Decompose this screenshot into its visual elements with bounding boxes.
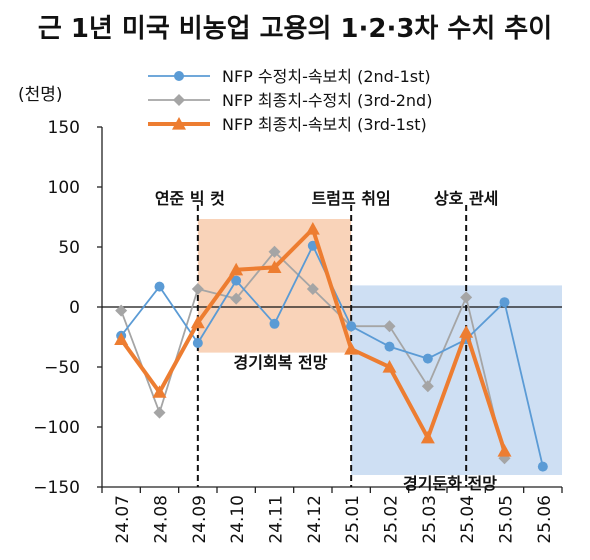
legend-label-3: NFP 최종치-속보치 (3rd-1st) (222, 115, 427, 134)
recovery-band (197, 219, 352, 353)
y-tick-label: 100 (48, 178, 80, 198)
data-point-triangle (267, 260, 282, 273)
data-point-diamond (230, 292, 243, 305)
data-point-circle (154, 281, 165, 292)
data-point-triangle (382, 360, 397, 373)
data-point-triangle (152, 385, 167, 398)
data-point-diamond (460, 291, 473, 304)
x-tick-label: 25.05 (497, 495, 517, 544)
x-tick-label: 25.01 (343, 495, 363, 544)
data-point-triangle (497, 444, 512, 457)
x-tick-label: 25.02 (382, 495, 402, 544)
y-tick-label: 50 (58, 238, 80, 258)
data-point-triangle (114, 332, 129, 345)
data-point-triangle (190, 315, 205, 329)
data-point-circle (192, 338, 203, 348)
x-tick-label: 25.04 (458, 495, 478, 544)
data-point-circle (384, 341, 395, 352)
legend-marker-1 (174, 71, 184, 81)
data-point-diamond (115, 304, 128, 317)
data-point-circle (231, 275, 242, 286)
data-point-triangle (420, 430, 435, 444)
legend-label-2: NFP 최종치-수정치 (3rd-2nd) (222, 91, 432, 110)
legend-label-1: NFP 수정치-속보치 (2nd-1st) (222, 67, 431, 86)
data-point-circle (269, 318, 280, 329)
chart-title: 근 1년 미국 비농업 고용의 1·2·3차 수치 추이 (37, 14, 553, 44)
annotation-fed-big-cut: 연준 빅 컷 (155, 189, 225, 208)
data-point-circle (422, 353, 433, 364)
x-tick-label: 24.08 (152, 495, 172, 544)
data-point-circle (537, 461, 548, 472)
data-point-circle (346, 321, 357, 332)
x-tick-label: 24.07 (113, 495, 133, 544)
x-tick-label: 24.11 (267, 495, 287, 544)
slowdown-band (351, 285, 562, 475)
data-point-triangle (459, 325, 474, 338)
data-point-triangle (229, 262, 244, 276)
data-point-diamond (383, 320, 396, 333)
x-tick-label: 25.03 (420, 495, 440, 544)
x-tick-label: 24.10 (228, 495, 248, 544)
x-tick-label: 25.06 (535, 495, 555, 544)
y-tick-label: 150 (48, 118, 80, 138)
y-tick-label: 0 (69, 298, 80, 318)
annotation-slowdown-outlook: 경기둔화 전망 (403, 474, 497, 493)
y-tick-label: −100 (33, 418, 80, 438)
annotation-recovery-outlook: 경기회복 전망 (234, 353, 328, 372)
data-point-circle (499, 297, 510, 308)
data-point-diamond (306, 283, 319, 295)
x-tick-label: 24.12 (305, 495, 325, 544)
annotation-reciprocal-tariff: 상호 관세 (434, 189, 498, 208)
legend-marker-2 (173, 94, 185, 106)
data-point-triangle (305, 222, 320, 235)
unit-label: (천명) (18, 85, 63, 105)
y-tick-label: −50 (44, 358, 80, 378)
data-point-diamond (191, 283, 204, 295)
data-point-diamond (268, 245, 281, 258)
data-point-diamond (153, 406, 166, 419)
annotation-trump-inauguration: 트럼프 취임 (312, 189, 391, 208)
x-tick-label: 24.09 (190, 495, 210, 544)
legend-marker-3 (172, 117, 186, 130)
y-tick-label: −150 (33, 478, 80, 498)
data-point-diamond (421, 380, 434, 393)
data-point-triangle (344, 342, 359, 355)
